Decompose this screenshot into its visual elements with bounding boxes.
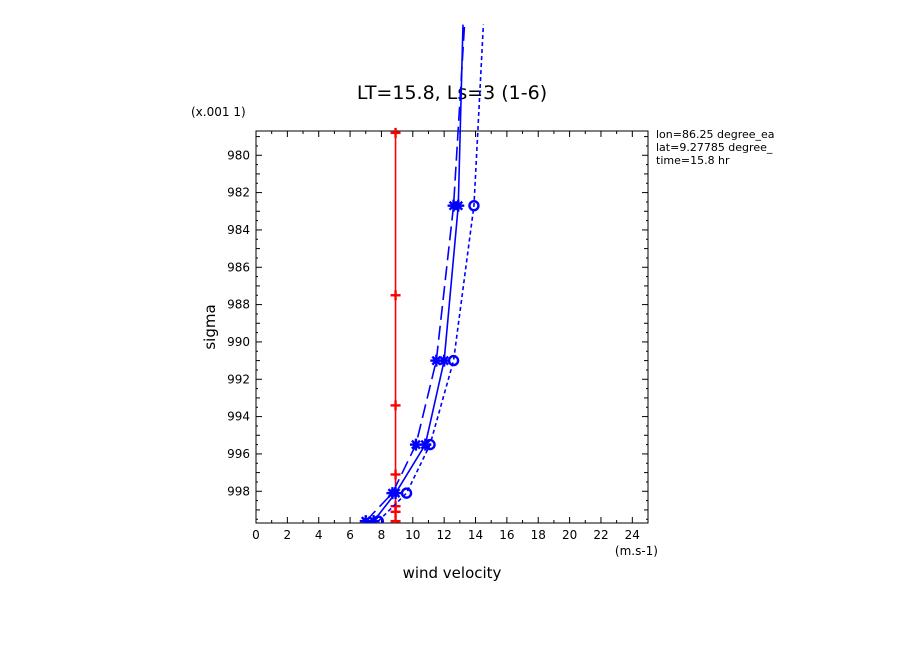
y-tick-label: 982 (227, 186, 250, 200)
y-tick-label: 986 (227, 260, 250, 274)
series-point-2 (409, 438, 422, 451)
x-tick-label: 10 (405, 528, 420, 542)
x-tick-label: 12 (437, 528, 452, 542)
series-point-3 (372, 515, 385, 523)
x-tick-label: 24 (625, 528, 640, 542)
series-point-3 (400, 487, 413, 499)
series-point-0 (390, 469, 401, 480)
x-tick-label: 2 (284, 528, 292, 542)
series-point-0 (390, 127, 401, 138)
series-point-0 (390, 516, 401, 523)
y-tick-label: 994 (227, 410, 250, 424)
series-line-3 (377, 24, 485, 522)
series-point-2 (359, 515, 372, 523)
x-tick-label: 20 (562, 528, 577, 542)
series-point-2 (447, 199, 460, 212)
x-tick-label: 6 (346, 528, 354, 542)
x-axis-label: wind velocity (403, 564, 502, 582)
axes-group: 0 2 4 6 8 10 12 14 16 18 20 22 249809829849869889909… (227, 130, 649, 542)
x-tick-label: 22 (593, 528, 608, 542)
series-point-3 (424, 438, 436, 451)
x-units-label: (m.s-1) (615, 544, 658, 558)
x-tick-label: 16 (499, 528, 514, 542)
info-line-lat: lat=9.27785 degree_ (656, 141, 773, 154)
series-point-0 (390, 290, 401, 301)
y-tick-label: 996 (227, 447, 250, 461)
y-tick-label: 980 (227, 148, 250, 162)
series-point-2 (386, 487, 399, 500)
info-line-time: time=15.8 hr (656, 154, 730, 167)
series-line-2 (365, 24, 466, 522)
series-point-2 (430, 354, 443, 367)
x-tick-label: 18 (531, 528, 546, 542)
series-point-0 (390, 400, 401, 411)
x-tick-label: 0 (252, 528, 260, 542)
series-point-3 (447, 354, 460, 367)
y-tick-label: 984 (227, 223, 250, 237)
y-tick-label: 990 (227, 335, 250, 349)
series-group (359, 24, 485, 523)
plot-frame (255, 130, 649, 524)
info-line-lon: lon=86.25 degree_ea (656, 128, 775, 141)
x-tick-label: 8 (378, 528, 386, 542)
x-tick-label: 4 (315, 528, 323, 542)
y-tick-label: 992 (227, 372, 250, 386)
y-tick-label: 998 (227, 484, 250, 498)
y-units-label: (x.001 1) (191, 105, 246, 119)
y-tick-label: 988 (227, 298, 250, 312)
series-point-3 (468, 199, 480, 212)
y-axis-label: sigma (201, 304, 219, 349)
series-point-0 (390, 506, 401, 517)
chart-title: LT=15.8, Ls=3 (1-6) (357, 82, 547, 104)
x-tick-label: 14 (468, 528, 483, 542)
